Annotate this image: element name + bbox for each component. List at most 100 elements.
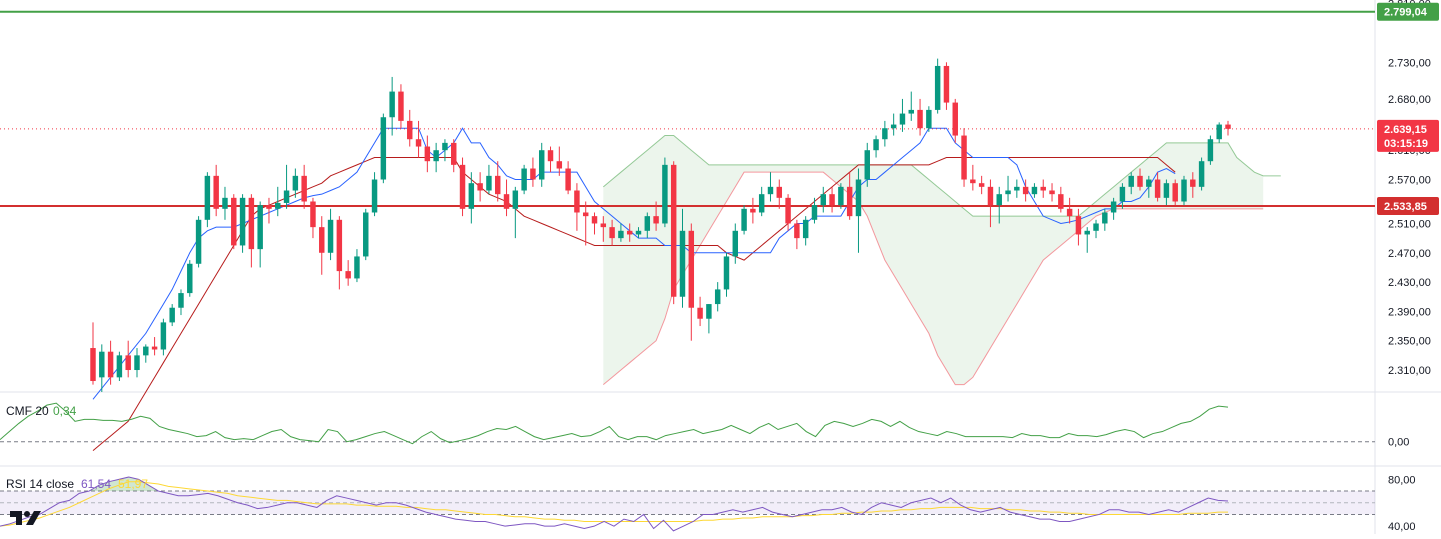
candle-body <box>741 208 747 231</box>
candle <box>1075 208 1082 246</box>
candle-body <box>556 161 563 169</box>
candle <box>231 194 237 250</box>
candle-body <box>785 197 791 224</box>
candle <box>1110 197 1117 220</box>
candle <box>1198 157 1205 191</box>
candle-body <box>644 216 651 231</box>
candle <box>389 76 395 136</box>
candle <box>345 260 351 286</box>
price-tick-label: 2.350,00 <box>1388 336 1431 348</box>
candle <box>662 157 668 228</box>
candle-body <box>1128 175 1134 187</box>
candle-body <box>1031 186 1038 195</box>
candle <box>239 194 246 253</box>
candle-body <box>336 219 343 272</box>
price-tags: 2.799,04 2.533,85 2.639,15 03:15:19 <box>1377 2 1439 216</box>
cloud-span-b <box>602 171 1264 386</box>
candle-body <box>257 205 263 250</box>
candle <box>204 172 211 228</box>
candle-body <box>538 150 545 180</box>
candle <box>125 340 131 378</box>
rsi-overbought-fill <box>0 477 1228 492</box>
candle <box>151 337 158 356</box>
candle <box>864 142 870 187</box>
candle <box>732 223 739 264</box>
candle <box>917 98 923 136</box>
candle-body <box>477 183 483 191</box>
candle-body <box>451 142 457 165</box>
candle <box>679 208 686 308</box>
candle-body <box>1163 183 1170 198</box>
current-price-tag: 2.639,15 03:15:19 <box>1377 119 1439 152</box>
candle <box>653 201 659 231</box>
support-price-tag: 2.533,85 <box>1377 197 1439 216</box>
candle <box>873 135 879 158</box>
candle-body <box>345 271 351 279</box>
candle <box>187 260 193 297</box>
candle-body <box>222 197 228 209</box>
candle <box>222 186 228 220</box>
candle-body <box>301 175 307 202</box>
candle <box>336 216 343 290</box>
candle-body <box>187 263 193 294</box>
tenkan-line <box>92 127 1176 400</box>
candle-body <box>662 164 668 224</box>
candle <box>890 113 897 136</box>
candle <box>1137 168 1143 191</box>
candle <box>160 318 167 356</box>
tradingview-logo-icon[interactable] <box>8 508 42 528</box>
candle <box>424 135 431 173</box>
candle <box>433 142 439 173</box>
candle-body <box>380 117 387 180</box>
rsi-title: RSI 14 close <box>6 477 74 491</box>
candle <box>582 201 589 246</box>
candle-body <box>1198 161 1205 187</box>
candle-body <box>908 109 914 114</box>
cmf-value: 0,34 <box>53 404 77 418</box>
tag-box <box>1377 119 1439 152</box>
candle-body <box>143 346 149 356</box>
candle-body <box>389 91 395 118</box>
candle-body <box>679 230 686 297</box>
candle-body <box>521 168 527 191</box>
candle-body <box>1181 179 1187 202</box>
candle-body <box>90 348 96 382</box>
candle-body <box>1190 179 1196 187</box>
candle-body <box>327 219 334 253</box>
candle-body <box>424 146 431 162</box>
candle-body <box>670 164 677 297</box>
candle-body <box>820 194 826 206</box>
candle-body <box>1084 230 1090 235</box>
candle <box>486 164 492 195</box>
candle <box>1172 179 1178 206</box>
ichimoku-cloud <box>602 135 1281 386</box>
cmf-line <box>0 402 1229 445</box>
candle-body <box>1005 190 1011 195</box>
candle-body <box>591 216 598 224</box>
rsi-pane: 80,00 40,00 <box>0 474 1416 533</box>
candle <box>767 172 774 202</box>
candle <box>723 252 730 297</box>
candle-body <box>952 102 958 136</box>
candle-body <box>802 219 809 239</box>
candle <box>882 120 888 147</box>
candle-body <box>582 212 589 217</box>
candle-body <box>266 205 272 209</box>
candle <box>292 168 299 198</box>
candle-body <box>495 175 501 195</box>
candle-body <box>846 186 853 217</box>
candle <box>855 168 862 253</box>
candle-body <box>1040 186 1046 191</box>
candle <box>1128 172 1134 195</box>
price-tick-label: 2.570,00 <box>1388 175 1431 187</box>
candle <box>442 139 448 162</box>
candle <box>811 197 818 224</box>
candle-body <box>125 355 131 371</box>
candle <box>1119 183 1126 209</box>
candle-body <box>547 150 554 162</box>
candle <box>556 146 563 176</box>
candle-body <box>310 201 316 228</box>
